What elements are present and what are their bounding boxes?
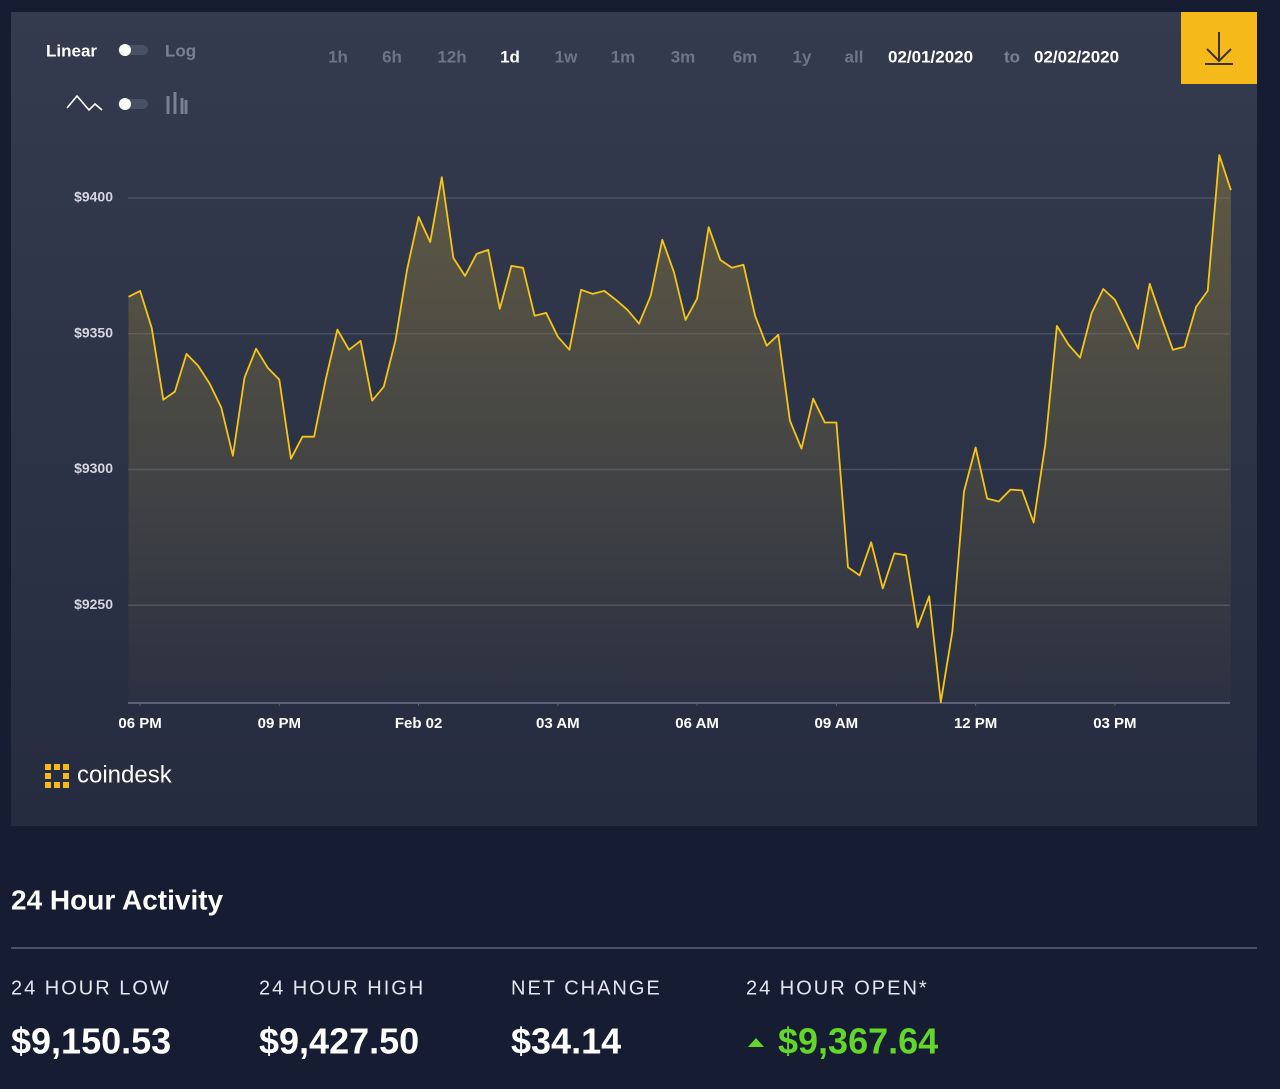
- stat-value: $34.14: [511, 1021, 621, 1062]
- x-tick-label: 12 PM: [954, 715, 997, 732]
- scale-linear[interactable]: Linear: [46, 41, 97, 60]
- candle-icon[interactable]: [166, 92, 188, 114]
- x-tick-label: 06 AM: [675, 715, 719, 732]
- date-separator: to: [1004, 47, 1020, 66]
- brand-icon: [45, 764, 69, 788]
- range-button[interactable]: all: [845, 47, 864, 66]
- range-button[interactable]: 6h: [382, 47, 402, 66]
- x-tick-label: 09 AM: [815, 715, 859, 732]
- date-to[interactable]: 02/02/2020: [1034, 47, 1119, 66]
- price-line: [128, 154, 1232, 704]
- scale-toggle-knob[interactable]: [119, 44, 131, 56]
- x-tick-label: 03 AM: [536, 715, 580, 732]
- download-icon[interactable]: [1205, 32, 1233, 65]
- x-tick-label: 09 PM: [258, 715, 301, 732]
- range-button[interactable]: 1w: [555, 47, 578, 66]
- y-tick-label: $9350: [74, 324, 113, 340]
- brand-name: coindesk: [77, 761, 173, 788]
- stat-value: $9,367.64: [778, 1021, 938, 1062]
- stat-label: NET CHANGE: [511, 977, 662, 999]
- scale-log[interactable]: Log: [165, 41, 196, 60]
- y-tick-label: $9400: [74, 189, 113, 205]
- range-button[interactable]: 12h: [437, 47, 466, 66]
- range-button[interactable]: 1h: [328, 47, 348, 66]
- style-toggle-knob[interactable]: [119, 98, 131, 110]
- stat-label: 24 HOUR HIGH: [259, 977, 425, 999]
- stat-label: 24 HOUR LOW: [11, 977, 171, 999]
- date-from[interactable]: 02/01/2020: [888, 47, 973, 66]
- range-button[interactable]: 6m: [733, 47, 758, 66]
- range-button[interactable]: 1m: [611, 47, 636, 66]
- stat-label: 24 HOUR OPEN*: [746, 977, 929, 999]
- stat-value: $9,150.53: [11, 1021, 171, 1062]
- stat-value: $9,427.50: [259, 1021, 419, 1062]
- x-tick-label: Feb 02: [395, 715, 443, 732]
- y-tick-label: $9250: [74, 596, 113, 612]
- line-icon[interactable]: [66, 94, 103, 112]
- x-tick-label: 06 PM: [118, 715, 161, 732]
- range-button[interactable]: 1d: [500, 47, 520, 66]
- range-button[interactable]: 1y: [793, 47, 812, 66]
- x-tick-label: 03 PM: [1093, 715, 1136, 732]
- range-button[interactable]: 3m: [671, 47, 696, 66]
- trend-arrow: [748, 1038, 764, 1047]
- download-button[interactable]: [1181, 12, 1257, 84]
- activity-title: 24 Hour Activity: [11, 884, 224, 915]
- y-tick-label: $9300: [74, 460, 113, 476]
